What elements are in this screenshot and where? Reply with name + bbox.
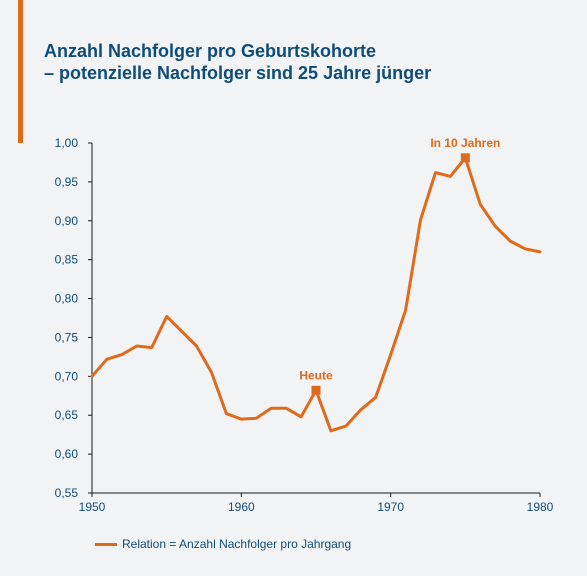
annotation-marker [460,153,470,163]
y-tick-label: 0,90 [55,214,79,228]
legend-label: Relation = Anzahl Nachfolger pro Jahrgan… [122,537,352,551]
y-tick-label: 0,55 [55,486,79,500]
y-tick-label: 0,75 [55,330,79,344]
chart-title-line-2: – potenzielle Nachfolger sind 25 Jahre j… [44,63,432,83]
accent-bar [18,0,23,143]
y-tick-label: 0,80 [55,292,79,306]
y-tick-label: 0,85 [55,253,79,267]
y-tick-label: 0,60 [55,447,79,461]
y-tick-label: 0,65 [55,408,79,422]
chart-legend: Relation = Anzahl Nachfolger pro Jahrgan… [95,537,351,551]
legend-swatch [95,542,117,546]
x-tick-label: 1960 [228,500,255,514]
y-tick-label: 0,70 [55,369,79,383]
x-tick-label: 1980 [527,500,554,514]
annotation-marker [311,385,321,395]
annotation-label: Heute [299,368,333,382]
x-tick-label: 1950 [79,500,106,514]
y-tick-label: 0,95 [55,175,79,189]
y-tick-label: 1,00 [55,136,79,150]
x-tick-label: 1970 [377,500,404,514]
chart-title-line-1: Anzahl Nachfolger pro Geburtskohorte [44,41,377,61]
chart-title: Anzahl Nachfolger pro Geburtskohorte – p… [44,40,431,84]
annotation-label: In 10 Jahren [430,136,500,150]
